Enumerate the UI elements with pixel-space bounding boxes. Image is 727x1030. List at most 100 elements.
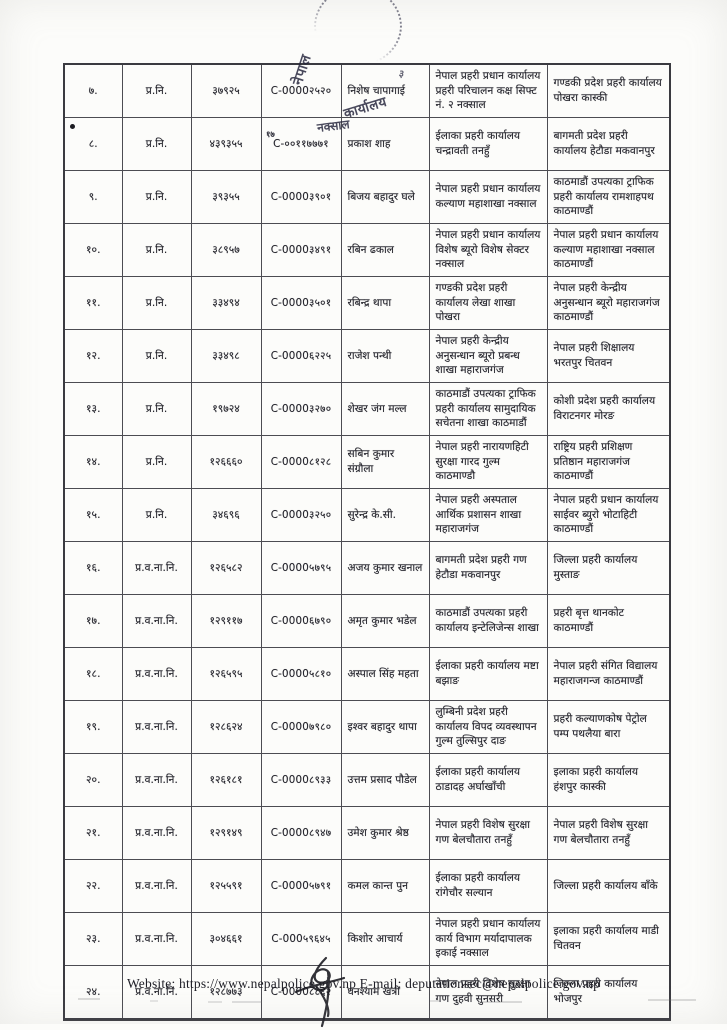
citizenship-code-cell: C-0000६७९० [260, 594, 342, 648]
police-number-cell: ३३४९८ [190, 329, 262, 383]
rank-cell: प्र.व.ना.नि. [121, 647, 192, 701]
serial-cell: ११. [63, 276, 123, 330]
citizenship-code-cell: C-0000८१२८ [260, 435, 342, 489]
current-office-cell: ईलाका प्रहरी कार्यालय चन्द्रावती तनहुँ [428, 117, 548, 171]
rank-cell: प्र.नि. [121, 223, 192, 277]
serial-cell: १७. [63, 594, 123, 648]
table-row: १८. प्र.व.ना.नि. १२६५९५ C-0000५८१० अस्पाल सि… [63, 647, 671, 701]
table-row: १३. प्र.नि. १९७२४ C-0000३२७० शेखर जंग मल्ल का… [63, 382, 671, 436]
footer-contact-line: Website: https://www.nepalpolice.gov.np … [126, 976, 601, 991]
name-cell: प्रकाश शाह [340, 117, 430, 171]
table-row: १०. प्र.नि. ३८९५७ C-0000३४९१ रबिन ढकाल नेपाल … [63, 223, 671, 277]
police-number-cell: १२६१८१ [190, 753, 262, 807]
name-cell: रबिन ढकाल [340, 223, 430, 277]
police-number-cell: १९७२४ [190, 382, 262, 436]
table-row: १९. प्र.व.ना.नि. १२८६२४ C-0000७९८० इश्वर बहा… [63, 700, 671, 754]
serial-cell: १६. [63, 541, 123, 595]
citizenship-code-cell: C-००११७७७१ [260, 117, 342, 171]
rank-cell: प्र.नि. [121, 382, 192, 436]
name-cell: राजेश पन्थी [340, 329, 430, 383]
citizenship-code-cell: C-0000५७९५ [260, 541, 342, 595]
ink-dot-artifact [70, 124, 75, 129]
police-number-cell: ३४६९६ [190, 488, 262, 542]
name-cell: सुरेन्द्र के.सी. [340, 488, 430, 542]
scan-artifact-dash [478, 1001, 522, 1003]
current-office-cell: नेपाल प्रहरी प्रधान कार्यालय विशेष ब्यूर… [428, 223, 548, 277]
police-number-cell: ३९३५५ [190, 170, 262, 224]
citizenship-code-cell: C-0000८९३३ [260, 753, 342, 807]
handwritten-mark: १७ [266, 130, 275, 140]
serial-cell: १४. [63, 435, 123, 489]
name-cell: किशोर आचार्य [340, 912, 430, 966]
current-office-cell: नेपाल प्रहरी केन्द्रीय अनुसन्धान ब्यूरो … [428, 329, 548, 383]
rank-cell: प्र.नि. [121, 117, 192, 171]
table-row: २०. प्र.व.ना.नि. १२६१८१ C-0000८९३३ उत्तम प्र… [63, 753, 671, 807]
deputed-office-cell: बागमती प्रदेश प्रहरी कार्यालय हेटौडा मकव… [546, 117, 671, 171]
current-office-cell: नेपाल प्रहरी अस्पताल आर्थिक प्रशासन शाखा… [428, 488, 548, 542]
deputed-office-cell: कोशी प्रदेश प्रहरी कार्यालय विराटनगर मोर… [546, 382, 671, 436]
deputed-office-cell: नेपाल प्रहरी प्रधान कार्यालय कल्याण महाश… [546, 223, 671, 277]
deputed-office-cell: नेपाल प्रहरी संगित विद्यालय महाराजगन्ज क… [546, 647, 671, 701]
scan-artifact-dash [648, 999, 696, 1001]
name-cell: शेखर जंग मल्ल [340, 382, 430, 436]
citizenship-code-cell: C-0000३४९१ [260, 223, 342, 277]
police-number-cell: १२६६६० [190, 435, 262, 489]
rank-cell: प्र.व.ना.नि. [121, 594, 192, 648]
serial-cell: १०. [63, 223, 123, 277]
serial-cell: ७. [63, 63, 123, 118]
name-cell: अजय कुमार खनाल [340, 541, 430, 595]
serial-cell: २२. [63, 859, 123, 913]
deputation-table: ७. प्र.नि. ३७९२५ C-0000२५२० निशेष चापागाई नेप… [63, 63, 671, 1021]
name-cell: निशेष चापागाई [340, 63, 430, 118]
name-cell: कमल कान्त पुन [340, 859, 430, 913]
rank-cell: प्र.व.ना.नि. [121, 700, 192, 754]
serial-cell: १३. [63, 382, 123, 436]
table-row: १२. प्र.नि. ३३४९८ C-0000६२२५ राजेश पन्थी नेपा… [63, 329, 671, 383]
citizenship-code-cell: C-0000३२५० [260, 488, 342, 542]
current-office-cell: नेपाल प्रहरी विशेष सुरक्षा गण बेलचौतारा … [428, 806, 548, 860]
table-row: १५. प्र.नि. ३४६९६ C-0000३२५० सुरेन्द्र के.सी… [63, 488, 671, 542]
current-office-cell: ईलाका प्रहरी कार्यालय मष्टा बझाङ [428, 647, 548, 701]
name-cell: उत्तम प्रसाद पौडेल [340, 753, 430, 807]
table-row: २३. प्र.व.ना.नि. ३०४६६१ C-000५९६४५ किशोर आचा… [63, 912, 671, 966]
current-office-cell: बागमती प्रदेश प्रहरी गण हेटौडा मकवानपुर [428, 541, 548, 595]
police-number-cell: १२९१४९ [190, 806, 262, 860]
rank-cell: प्र.व.ना.नि. [121, 859, 192, 913]
police-number-cell: १२९११७ [190, 594, 262, 648]
citizenship-code-cell: C-0000७९८० [260, 700, 342, 754]
scan-artifact-dash [78, 998, 100, 1000]
rank-cell: प्र.नि. [121, 435, 192, 489]
deputed-office-cell: प्रहरी कल्याणकोष पेट्रोल पम्प पथलैया बार… [546, 700, 671, 754]
deputed-office-cell: नेपाल प्रहरी केन्द्रीय अनुसन्धान ब्यूरो … [546, 276, 671, 330]
table-row: २१. प्र.व.ना.नि. १२९१४९ C-0000८९४७ उमेश कुमा… [63, 806, 671, 860]
serial-cell: २३. [63, 912, 123, 966]
rank-cell: प्र.नि. [121, 488, 192, 542]
serial-cell: २४. [63, 965, 123, 1020]
police-number-cell: ४३९३५५ [190, 117, 262, 171]
deputed-office-cell: इलाका प्रहरी कार्यालय हंशपुर कास्की [546, 753, 671, 807]
rank-cell: प्र.नि. [121, 329, 192, 383]
rank-cell: प्र.नि. [121, 276, 192, 330]
citizenship-code-cell: C-0000५७९१ [260, 859, 342, 913]
table-row: १७. प्र.व.ना.नि. १२९११७ C-0000६७९० अमृत कुमा… [63, 594, 671, 648]
citizenship-code-cell: C-000५९६४५ [260, 912, 342, 966]
police-number-cell: १२६५८२ [190, 541, 262, 595]
current-office-cell: गण्डकी प्रदेश प्रहरी कार्यालय लेखा शाखा … [428, 276, 548, 330]
name-cell: उमेश कुमार श्रेष्ठ [340, 806, 430, 860]
rank-cell: प्र.व.ना.नि. [121, 753, 192, 807]
serial-cell: २०. [63, 753, 123, 807]
deputed-office-cell: काठमाडौं उपत्यका ट्राफिक प्रहरी कार्यालय… [546, 170, 671, 224]
deputed-office-cell: प्रहरी बृत्त थानकोट काठमाण्डौं [546, 594, 671, 648]
name-cell: घनश्याम खत्री [340, 965, 430, 1020]
stamp-ring [314, 0, 402, 66]
name-cell: रबिन्द्र थापा [340, 276, 430, 330]
citizenship-code-cell: C-0000८९४७ [260, 806, 342, 860]
serial-cell: १५. [63, 488, 123, 542]
deputed-office-cell: गण्डकी प्रदेश प्रहरी कार्यालय पोखरा कास्… [546, 63, 671, 118]
table-row: ८. प्र.नि. ४३९३५५ C-००११७७७१ प्रकाश शाह ईलाका… [63, 117, 671, 171]
rank-cell: प्र.नि. [121, 63, 192, 118]
deputation-table-container: ७. प्र.नि. ३७९२५ C-0000२५२० निशेष चापागाई नेप… [63, 63, 671, 1021]
table-row: ११. प्र.नि. ३३४९४ C-0000३५०१ रबिन्द्र थापा गण… [63, 276, 671, 330]
current-office-cell: नेपाल प्रहरी विशेष सुरक्षा गण दुहवी सुनस… [428, 965, 548, 1020]
